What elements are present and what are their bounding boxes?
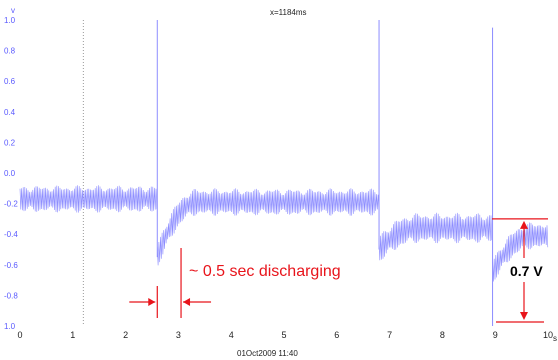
chart-title: x=1184ms <box>270 8 307 17</box>
y-tick-label: -0.4 <box>4 230 18 239</box>
signal-segment <box>378 212 493 261</box>
x-tick-label: 5 <box>281 330 286 340</box>
x-tick-label: 7 <box>387 330 392 340</box>
x-tick-label: 0 <box>17 330 22 340</box>
y-tick-label: 0.6 <box>4 77 16 86</box>
discharge-label: ~ 0.5 sec discharging <box>189 263 341 280</box>
y-tick-label: 0.4 <box>4 108 16 117</box>
discharge-arrowhead-left <box>148 298 156 306</box>
y-tick-label: 0.8 <box>4 47 16 56</box>
signal-layer <box>19 20 549 326</box>
x-axis-label: s <box>553 334 557 343</box>
tick-label-layer: 1.00.80.60.40.20.0-0.2-0.4-0.6-0.81.00 1 2… <box>4 16 553 340</box>
x-tick-label: 1 <box>70 330 75 340</box>
y-tick-label: 1.0 <box>4 322 16 331</box>
voltage-arrowhead-up <box>520 220 528 229</box>
signal-segment <box>157 188 380 266</box>
y-axis-label: v <box>11 6 15 15</box>
x-tick-label: 10 <box>543 330 553 340</box>
y-tick-label: -0.6 <box>4 261 18 270</box>
y-tick-label: 0.2 <box>4 138 16 147</box>
timestamp-footer: 01Oct2009 11:40 <box>237 349 298 358</box>
annotation-layer: ~ 0.5 sec discharging 0.7 V <box>129 218 548 323</box>
x-tick-label: 3 <box>176 330 181 340</box>
x-tick-label: 9 <box>493 330 498 340</box>
y-tick-label: -0.2 <box>4 200 18 209</box>
signal-segment <box>492 222 549 282</box>
y-tick-label: -0.8 <box>4 291 18 300</box>
voltage-label: 0.7 V <box>510 263 543 279</box>
x-tick-label: 2 <box>123 330 128 340</box>
voltage-arrowhead-down <box>520 312 528 320</box>
x-tick-label: 6 <box>334 330 339 340</box>
discharge-arrowhead-right <box>183 298 191 306</box>
x-tick-label: 8 <box>440 330 445 340</box>
y-tick-label: 0.0 <box>4 169 16 178</box>
signal-segment <box>19 185 158 213</box>
y-tick-label: 1.0 <box>4 16 16 25</box>
x-tick-label: 4 <box>229 330 234 340</box>
